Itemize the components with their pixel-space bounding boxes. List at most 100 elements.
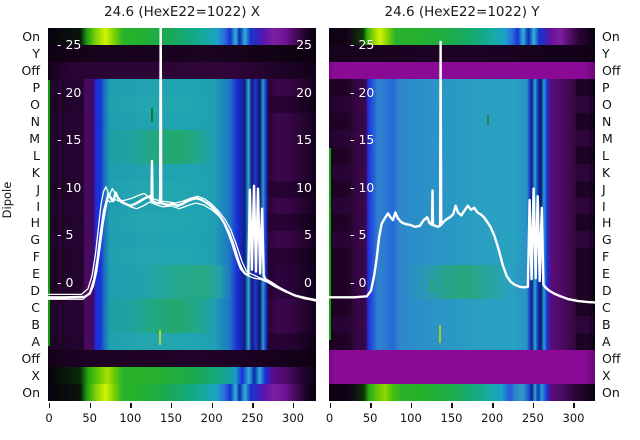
row-label-right-f-13: F	[602, 249, 610, 265]
row-label-left-l-7: L	[33, 147, 40, 163]
row-label-right-n-5: N	[602, 113, 612, 129]
row-label-left-h-11: H	[30, 215, 40, 231]
ytick-inner-right: 0	[304, 275, 312, 290]
ytick-inner-left: - 0	[57, 275, 74, 290]
xtick-label: 0	[325, 411, 334, 425]
row-label-left-i-10: I	[36, 198, 40, 214]
heatmap-row-on-21	[329, 384, 595, 401]
row-label-left-p-3: P	[32, 79, 40, 95]
row-label-right-a-18: A	[602, 334, 611, 350]
heatmap-row-j-9	[329, 180, 595, 198]
row-label-right-off-2: Off	[602, 62, 621, 78]
row-label-right-l-7: L	[602, 147, 609, 163]
panel-title-right: 24.6 (HexE22=1022) Y	[384, 4, 540, 20]
xtick-label: 250	[241, 411, 264, 425]
row-label-left-n-5: N	[30, 113, 40, 129]
xtick-mark	[49, 403, 51, 408]
xtick-mark	[130, 403, 132, 408]
row-label-left-j-9: J	[36, 181, 40, 197]
ytick-inner-left: - 25	[350, 36, 375, 52]
row-label-right-o-4: O	[602, 96, 612, 112]
row-label-left-d-15: D	[30, 283, 40, 299]
row-label-left-off-19: Off	[21, 351, 40, 367]
ytick-inner-left: - 5	[350, 227, 367, 243]
ytick-inner-left: - 20	[350, 84, 375, 100]
xtick-label: 0	[45, 411, 53, 425]
row-label-right-y-1: Y	[602, 45, 610, 61]
heatmap-rows	[329, 28, 595, 401]
xtick-mark	[292, 403, 295, 408]
row-label-left-a-18: A	[31, 334, 40, 350]
heatmap-row-off-2	[329, 61, 595, 79]
heatmap-row-off-19	[48, 350, 316, 368]
row-label-right-g-12: G	[602, 232, 612, 248]
row-label-left-off-2: Off	[21, 62, 40, 78]
heatmap-row-a-18	[48, 333, 316, 351]
row-label-right-p-3: P	[602, 79, 610, 95]
xtick-mark	[252, 403, 254, 408]
row-label-right-j-9: J	[602, 181, 606, 197]
heatmap-row-k-8	[48, 163, 316, 181]
row-label-left-e-14: E	[32, 266, 40, 282]
xtick-label: 300	[562, 411, 585, 425]
white-curve-x-2	[48, 192, 316, 301]
heatmap-row-n-5	[48, 112, 316, 130]
heatmap-row-n-5	[329, 112, 595, 130]
row-label-right-on-0: On	[602, 28, 620, 44]
row-label-left-x-20: X	[31, 368, 40, 384]
xtick-label: 100	[399, 411, 422, 425]
curve-overlay	[329, 40, 595, 343]
xtick-label: 150	[440, 411, 463, 425]
heatmap-panel-x: - 25 25 - 20 20 - 15 15 - 10 10 - 5 5 - 0 0	[48, 28, 316, 401]
xtick-label: 200	[481, 411, 504, 425]
row-label-right-m-6: M	[602, 130, 613, 146]
ytick-inner-left: - 20	[57, 84, 82, 100]
heatmap-row-o-4	[329, 95, 595, 113]
ytick-inner-right: 25	[296, 36, 312, 52]
panel-title-left: 24.6 (HexE22=1022) X	[103, 4, 261, 20]
heatmap-row-p-3	[329, 78, 595, 96]
row-label-right-on-21: On	[602, 385, 620, 401]
ytick-inner-left: - 0	[350, 275, 367, 290]
heatmap-row-x-20	[48, 367, 316, 385]
heatmap-row-y-1	[329, 44, 595, 62]
ytick-inner-left: - 15	[57, 132, 82, 148]
xtick-label: 250	[521, 411, 544, 425]
xtick-mark	[370, 403, 372, 408]
heatmap-row-b-17	[329, 316, 595, 334]
heatmap-row-on-0	[48, 28, 316, 45]
heatmap-row-l-7	[48, 146, 316, 164]
xtick-label: 50	[82, 411, 97, 425]
row-label-left-g-12: G	[30, 232, 40, 248]
curve-overlay	[48, 28, 316, 346]
row-label-right-off-19: Off	[602, 351, 621, 367]
row-label-left-o-4: O	[30, 96, 40, 112]
heatmap-row-off-2	[48, 61, 316, 79]
ytick-inner-left: - 25	[57, 36, 82, 52]
xtick-label: 300	[282, 411, 304, 425]
heatmap-row-b-17	[48, 316, 316, 334]
heatmap-row-c-16	[48, 299, 316, 317]
heatmap-row-on-21	[48, 384, 316, 401]
heatmap-row-m-6	[48, 129, 316, 147]
ytick-inner-right: 15	[296, 132, 312, 148]
heatmap-row-c-16	[329, 299, 595, 317]
row-label-right-i-10: I	[602, 198, 606, 214]
row-label-left-k-8: K	[31, 164, 40, 180]
xtick-label: 100	[119, 411, 142, 425]
xtick-mark	[211, 403, 214, 408]
row-label-right-e-14: E	[602, 266, 610, 282]
xtick-label: 200	[200, 411, 223, 425]
ytick-inner-right: 20	[296, 84, 312, 100]
heatmap-row-off-19	[329, 350, 595, 368]
white-curve-x-1	[48, 186, 316, 302]
row-label-right-b-17: B	[602, 317, 611, 333]
xtick-mark	[532, 403, 535, 408]
row-label-right-h-11: H	[602, 215, 612, 231]
row-label-left-y-1: Y	[32, 45, 40, 61]
ytick-inner-left: - 15	[350, 132, 375, 148]
row-label-right-k-8: K	[602, 164, 611, 180]
white-curve-y-0	[329, 40, 595, 304]
xtick-label: 150	[160, 411, 182, 425]
